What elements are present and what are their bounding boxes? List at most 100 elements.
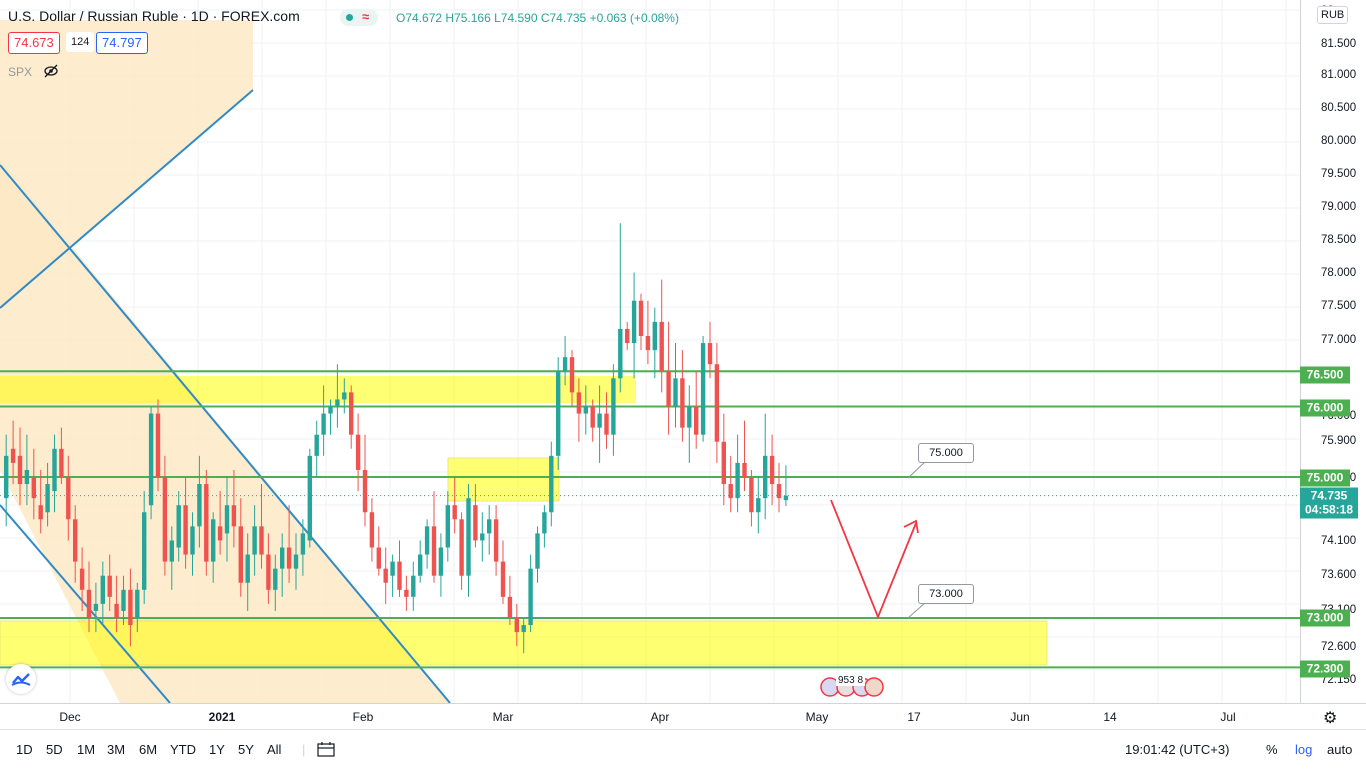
last-price-label: 74.735 04:58:18 [1300,487,1358,519]
callout-lower[interactable]: 73.000 [918,584,974,604]
candle-body [576,392,582,414]
candle-body [542,512,547,534]
candle-body [549,455,554,513]
auto-toggle[interactable]: auto [1327,742,1353,757]
market-open-dot-icon [346,14,353,21]
candle-body [769,455,775,485]
wave-icon: ≈ [362,9,370,24]
range-1m[interactable]: 1M [77,742,96,757]
range-6m[interactable]: 6M [139,742,158,757]
candle-body [638,300,644,336]
time-tick: Jun [1010,710,1030,724]
candle-body [10,448,16,463]
candle-body [342,392,347,400]
candle-body [597,413,602,428]
time-tick: Mar [492,710,514,724]
gear-icon[interactable]: ⚙ [1323,710,1338,727]
economic-events[interactable]: 953 8 [818,675,886,697]
candle-body [4,455,9,499]
candle-body [349,392,354,435]
candle-body [100,575,105,604]
candle-body [162,477,168,562]
candle-body [783,495,789,501]
candle-body [300,533,306,555]
candle-body [742,462,747,477]
ask-price-box[interactable]: 74.797 [96,32,148,54]
tradingview-logo-icon[interactable] [6,664,36,694]
candle-body [211,519,216,562]
percent-toggle[interactable]: % [1266,742,1278,757]
candle-body [507,596,513,618]
candle-body [24,469,30,485]
chart-canvas[interactable] [0,0,1300,703]
candle-body [528,568,533,626]
candle-body [293,554,299,569]
level-label-73000: 73.000 [1300,609,1350,627]
candle-body [197,484,202,527]
candle-body [445,505,450,548]
time-tick: 17 [907,710,921,724]
range-5y[interactable]: 5Y [238,742,254,757]
candle-body [128,589,133,626]
change-value: +0.063 (+0.08%) [589,11,679,25]
candle-body [390,561,395,576]
candle-body [735,462,740,499]
range-1y[interactable]: 1Y [209,742,225,757]
bid-price-box[interactable]: 74.673 [8,32,60,54]
candle-body [763,455,768,499]
level-label-76500: 76.500 [1300,366,1350,384]
price-chart[interactable] [0,0,1300,703]
price-tick: 77.000 [1321,334,1357,346]
range-all[interactable]: All [267,742,282,757]
range-ytd[interactable]: YTD [170,742,196,757]
candle-body [493,519,499,562]
last-price-value: 74.735 [1310,488,1348,503]
channel-line-rising [0,89,254,309]
market-status-pill[interactable]: ≈ [340,9,378,26]
candle-body [707,343,713,365]
candle-body [452,505,457,520]
candle-body [38,505,43,520]
candle-body [569,357,575,393]
log-toggle[interactable]: log [1295,742,1313,757]
currency-box[interactable]: RUB [1317,6,1349,24]
clock-time[interactable]: 19:01:42 (UTC+3) [1125,742,1230,757]
candle-body [355,434,361,470]
candle-body [521,625,526,633]
symbol-legend[interactable]: U.S. Dollar / Russian Ruble · 1D · FOREX… [8,8,300,24]
candle-body [397,561,402,590]
candle-body [107,575,112,597]
range-5d[interactable]: 5D [46,742,63,757]
channel-line-lower [0,504,171,703]
candle-body [314,434,319,456]
calendar-range-icon[interactable] [317,741,335,757]
candle-body [687,406,692,428]
callout-pointer-upper [907,461,926,479]
callout-upper[interactable]: 75.000 [918,443,974,463]
price-tick: 80.500 [1321,102,1357,114]
price-axis[interactable]: 82.81.50081.00080.50080.00079.50079.0007… [1300,0,1366,703]
candle-body [604,413,609,435]
range-1d[interactable]: 1D [16,742,33,757]
candle-body [438,547,444,576]
compare-symbol-row[interactable]: SPX [8,64,59,79]
candle-body [666,371,671,407]
candle-body [321,413,326,435]
eye-off-icon[interactable] [43,64,59,78]
open-value: O74.672 [396,11,443,25]
time-axis[interactable]: ⚙ Dec 2021 Feb Mar Apr May 17 Jun 14 Jul [0,703,1366,730]
candle-body [266,554,271,590]
symbol-title[interactable]: U.S. Dollar / Russian Ruble · 1D · FOREX… [8,8,300,24]
candle-body [286,547,292,569]
candle-body [259,526,264,555]
candle-body [500,561,506,597]
candle-body [756,498,761,513]
candle-body [238,526,243,583]
time-tick: 2021 [208,710,236,724]
candle-body [252,526,257,555]
bar-countdown: 04:58:18 [1304,502,1354,517]
candle-body [562,357,568,372]
candle-body [611,378,616,435]
range-3m[interactable]: 3M [107,742,126,757]
candle-body [369,512,375,548]
